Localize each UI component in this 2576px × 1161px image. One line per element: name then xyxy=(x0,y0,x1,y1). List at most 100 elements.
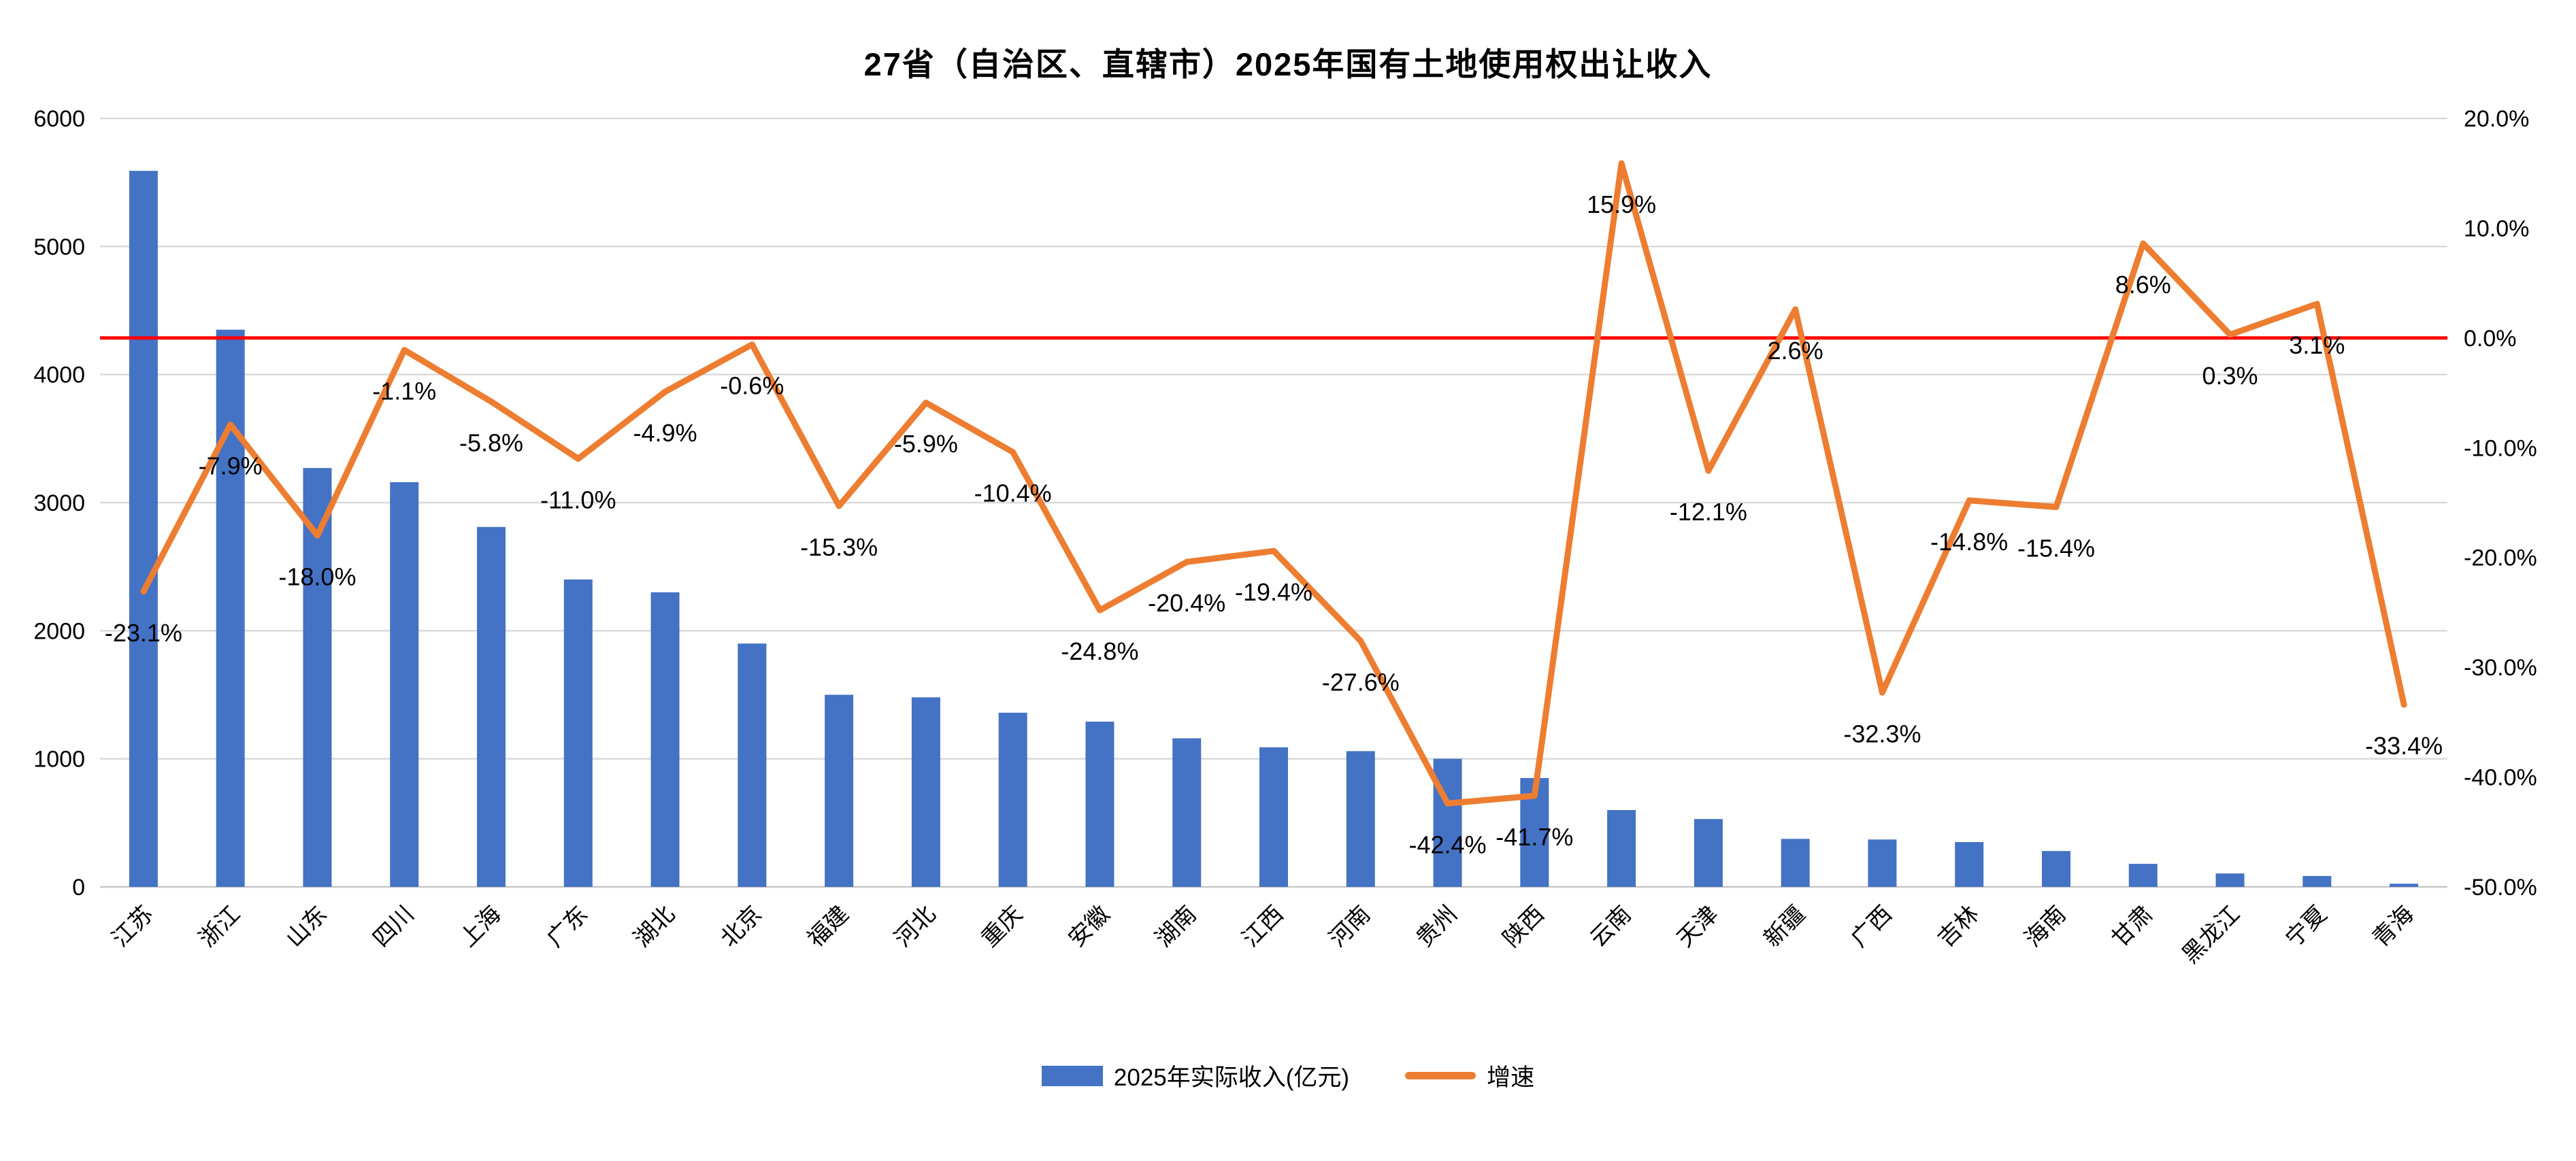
bar xyxy=(2128,864,2158,887)
x-axis-category-label: 贵州 xyxy=(1411,901,1462,952)
bar xyxy=(1781,839,1810,887)
x-axis-category-label: 江西 xyxy=(1238,901,1289,952)
bar xyxy=(129,171,158,887)
right-axis-tick-label: 20.0% xyxy=(2464,106,2529,132)
bar xyxy=(738,643,767,887)
growth-data-label: -20.4% xyxy=(1148,589,1225,617)
left-axis-tick-label: 4000 xyxy=(33,363,85,388)
legend-item-bar: 2025年实际收入(亿元) xyxy=(1041,1058,1350,1093)
bar xyxy=(1259,747,1288,887)
x-axis-category-label: 天津 xyxy=(1672,901,1723,952)
growth-data-label: 15.9% xyxy=(1587,190,1656,218)
x-axis-category-label: 宁夏 xyxy=(2281,901,2332,952)
bar xyxy=(650,592,680,887)
growth-data-label: 2.6% xyxy=(1768,337,1823,365)
left-axis-tick-label: 2000 xyxy=(33,618,85,644)
x-axis-category-label: 新疆 xyxy=(1759,901,1810,952)
x-axis-category-label: 山东 xyxy=(281,901,332,952)
legend-line-label: 增速 xyxy=(1487,1064,1535,1091)
x-axis-category-label: 北京 xyxy=(716,901,767,952)
right-axis-tick-label: 0.0% xyxy=(2464,326,2517,352)
chart-title: 27省（自治区、直辖市）2025年国有土地使用权出让收入 xyxy=(863,46,1713,82)
growth-data-label: -5.9% xyxy=(894,430,958,458)
x-axis-category-label: 黑龙江 xyxy=(2177,901,2245,969)
x-axis-category-label: 福建 xyxy=(803,901,854,952)
bar xyxy=(911,697,940,887)
right-axis-tick-label: -50.0% xyxy=(2464,875,2537,901)
bar xyxy=(390,482,419,887)
x-axis-category-label: 浙江 xyxy=(194,901,245,952)
bar xyxy=(477,526,506,887)
right-axis-tick-label: -30.0% xyxy=(2464,655,2537,681)
x-axis-category-label: 河北 xyxy=(890,901,941,952)
bar xyxy=(2042,851,2070,887)
growth-data-label: -4.9% xyxy=(633,419,697,447)
bar xyxy=(563,579,593,887)
bar xyxy=(2390,884,2419,887)
bar xyxy=(1346,751,1375,887)
bar xyxy=(1172,738,1202,887)
bar xyxy=(2215,873,2245,887)
left-axis-tick-label: 3000 xyxy=(33,490,85,516)
x-axis-category-label: 四川 xyxy=(368,901,419,952)
growth-data-label: -15.4% xyxy=(2017,534,2095,562)
bar xyxy=(825,694,854,887)
legend-bar-label: 2025年实际收入(亿元) xyxy=(1113,1064,1350,1091)
x-axis-category-label: 甘肃 xyxy=(2107,901,2158,952)
right-axis-tick-label: -20.0% xyxy=(2464,545,2537,571)
legend-item-line: 增速 xyxy=(1405,1058,1534,1093)
x-axis-category-label: 河南 xyxy=(1324,901,1375,952)
growth-data-label: 8.6% xyxy=(2115,271,2171,299)
growth-data-label: -11.0% xyxy=(540,486,616,514)
bar xyxy=(998,712,1027,887)
growth-data-label: 0.3% xyxy=(2202,362,2258,390)
growth-data-label: -5.8% xyxy=(459,428,523,456)
growth-data-label: -12.1% xyxy=(1670,498,1747,526)
x-axis-category-label: 广西 xyxy=(1846,901,1897,952)
bar xyxy=(1433,758,1462,887)
growth-data-label: -18.0% xyxy=(278,562,356,590)
growth-data-label: -10.4% xyxy=(974,479,1052,507)
growth-data-label: -24.8% xyxy=(1061,637,1138,665)
left-axis-tick-label: 0 xyxy=(72,875,85,901)
bar xyxy=(216,329,245,887)
growth-data-label: -23.1% xyxy=(105,619,182,647)
growth-data-label: -33.4% xyxy=(2365,732,2443,760)
right-axis-tick-label: 10.0% xyxy=(2464,216,2529,241)
x-axis-category-label: 湖北 xyxy=(629,901,680,952)
growth-line xyxy=(140,160,2407,807)
left-axis-tick-label: 6000 xyxy=(33,106,85,132)
growth-data-label: -0.6% xyxy=(720,372,784,400)
bar xyxy=(1955,842,1984,887)
bar xyxy=(1085,722,1114,887)
growth-data-label: -19.4% xyxy=(1235,578,1312,606)
left-axis-tick-label: 5000 xyxy=(33,234,85,260)
line-series-swatch xyxy=(1405,1072,1476,1079)
bar xyxy=(1607,810,1636,887)
x-axis-category-label: 吉林 xyxy=(1933,901,1984,952)
bar xyxy=(1868,839,1897,887)
growth-data-label: -7.9% xyxy=(199,452,263,479)
x-axis-category-label: 安徽 xyxy=(1063,901,1114,952)
right-axis-tick-label: -10.0% xyxy=(2464,435,2537,461)
x-axis-category-label: 湖南 xyxy=(1151,901,1202,952)
right-axis-tick-label: -40.0% xyxy=(2464,765,2537,791)
growth-data-label: -27.6% xyxy=(1322,668,1400,696)
x-axis-category-label: 江苏 xyxy=(108,901,159,952)
growth-data-label: -41.7% xyxy=(1496,823,1573,851)
x-axis-category-label: 上海 xyxy=(455,901,506,952)
growth-data-label: -32.3% xyxy=(1843,720,1921,747)
x-axis-category-label: 广东 xyxy=(542,901,593,952)
growth-data-label: -1.1% xyxy=(372,377,436,405)
x-axis-category-label: 青海 xyxy=(2368,901,2419,952)
x-axis-category-label: 云南 xyxy=(1585,901,1636,952)
left-axis-tick-label: 1000 xyxy=(33,747,85,773)
bar xyxy=(2302,875,2332,887)
x-axis-category-label: 海南 xyxy=(2020,901,2071,952)
growth-data-label: 3.1% xyxy=(2289,331,2345,359)
growth-data-label: -15.3% xyxy=(800,533,878,561)
growth-data-label: -42.4% xyxy=(1409,830,1487,858)
bar-series-swatch xyxy=(1041,1065,1103,1086)
legend: 2025年实际收入(亿元) 增速 xyxy=(0,1058,2576,1093)
